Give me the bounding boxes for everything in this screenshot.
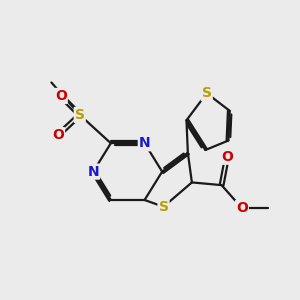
Text: N: N [139, 136, 150, 150]
Text: O: O [52, 128, 64, 142]
Text: N: N [87, 165, 99, 178]
Text: S: S [75, 108, 85, 122]
Text: O: O [55, 89, 67, 103]
Text: O: O [236, 201, 248, 215]
Text: S: S [158, 200, 169, 214]
Text: O: O [221, 150, 233, 164]
Text: S: S [202, 86, 212, 100]
